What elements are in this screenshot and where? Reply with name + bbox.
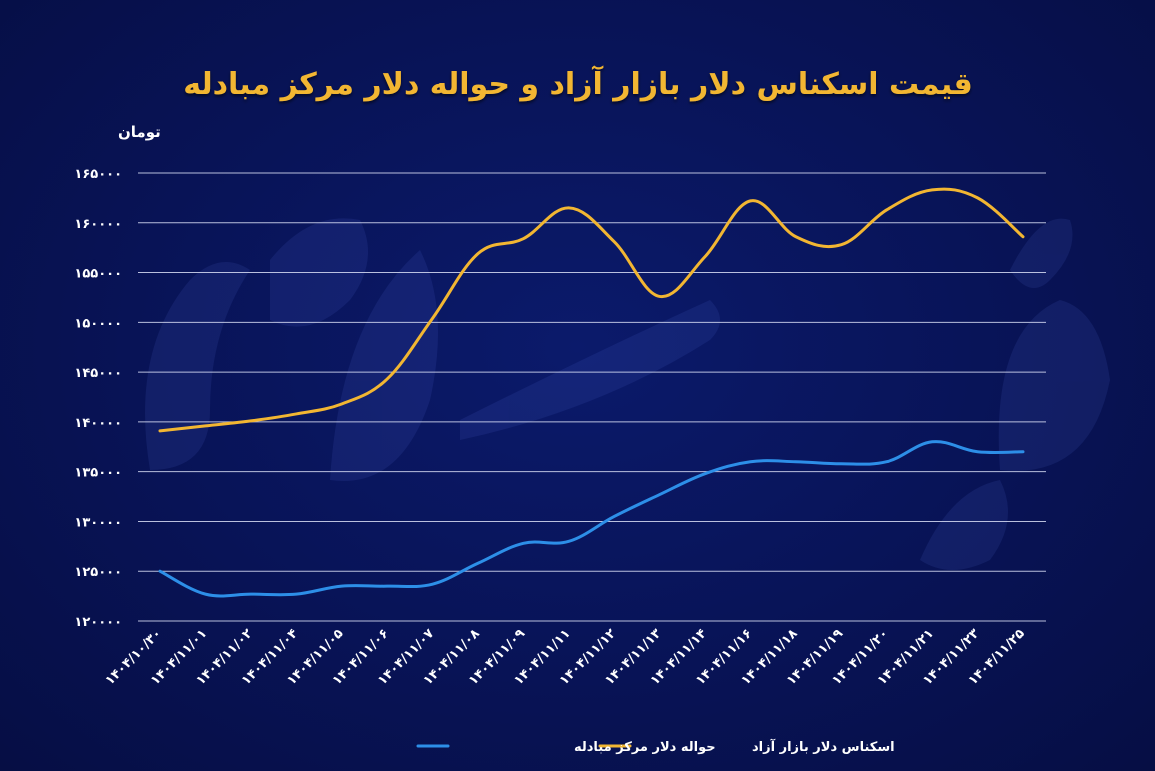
y-axis-ticks: ۱۶۵۰۰۰ ۱۶۰۰۰۰ ۱۵۵۰۰۰ ۱۵۰۰۰۰ ۱۴۵۰۰۰ ۱۴۰۰۰۰ ۱۳۵۰… — [74, 167, 122, 630]
legend-label-remittance: حواله دلار مرکز مبادله — [574, 740, 716, 755]
series-line-free-market — [158, 187, 1025, 433]
y-tick-label: ۱۳۵۰۰۰ — [74, 466, 122, 481]
y-tick-label: ۱۵۵۰۰۰ — [74, 267, 122, 282]
y-tick-label: ۱۴۰۰۰۰ — [74, 416, 122, 431]
y-tick-label: ۱۴۵۰۰۰ — [74, 366, 122, 381]
y-tick-label: ۱۶۰۰۰۰ — [74, 217, 122, 232]
x-axis-ticks: ۱۴۰۴/۱۰/۳۰۱۴۰۴/۱۱/۰۱۱۴۰۴/۱۱/۰۲۱۴۰۴/۱۱/۰۴… — [103, 626, 1028, 688]
watermark — [145, 218, 1110, 570]
y-tick-label: ۱۲۰۰۰۰ — [74, 615, 122, 630]
grid-lines — [138, 172, 1046, 622]
y-tick-label: ۱۵۰۰۰۰ — [74, 316, 122, 331]
y-tick-label: ۱۶۵۰۰۰ — [74, 167, 122, 182]
legend-label-market: اسکناس دلار بازار آزاد — [752, 738, 895, 755]
y-axis-unit-label: تومان — [118, 123, 161, 141]
series-lines — [158, 187, 1025, 598]
y-tick-label: ۱۳۰۰۰۰ — [74, 515, 122, 530]
y-tick-label: ۱۲۵۰۰۰ — [74, 565, 122, 580]
legend: اسکناس دلار بازار آزاد حواله دلار مرکز م… — [416, 738, 895, 755]
series-line-exchange-center — [158, 440, 1025, 598]
chart-title: قیمت اسکناس دلار بازار آزاد و حواله دلار… — [183, 65, 973, 102]
